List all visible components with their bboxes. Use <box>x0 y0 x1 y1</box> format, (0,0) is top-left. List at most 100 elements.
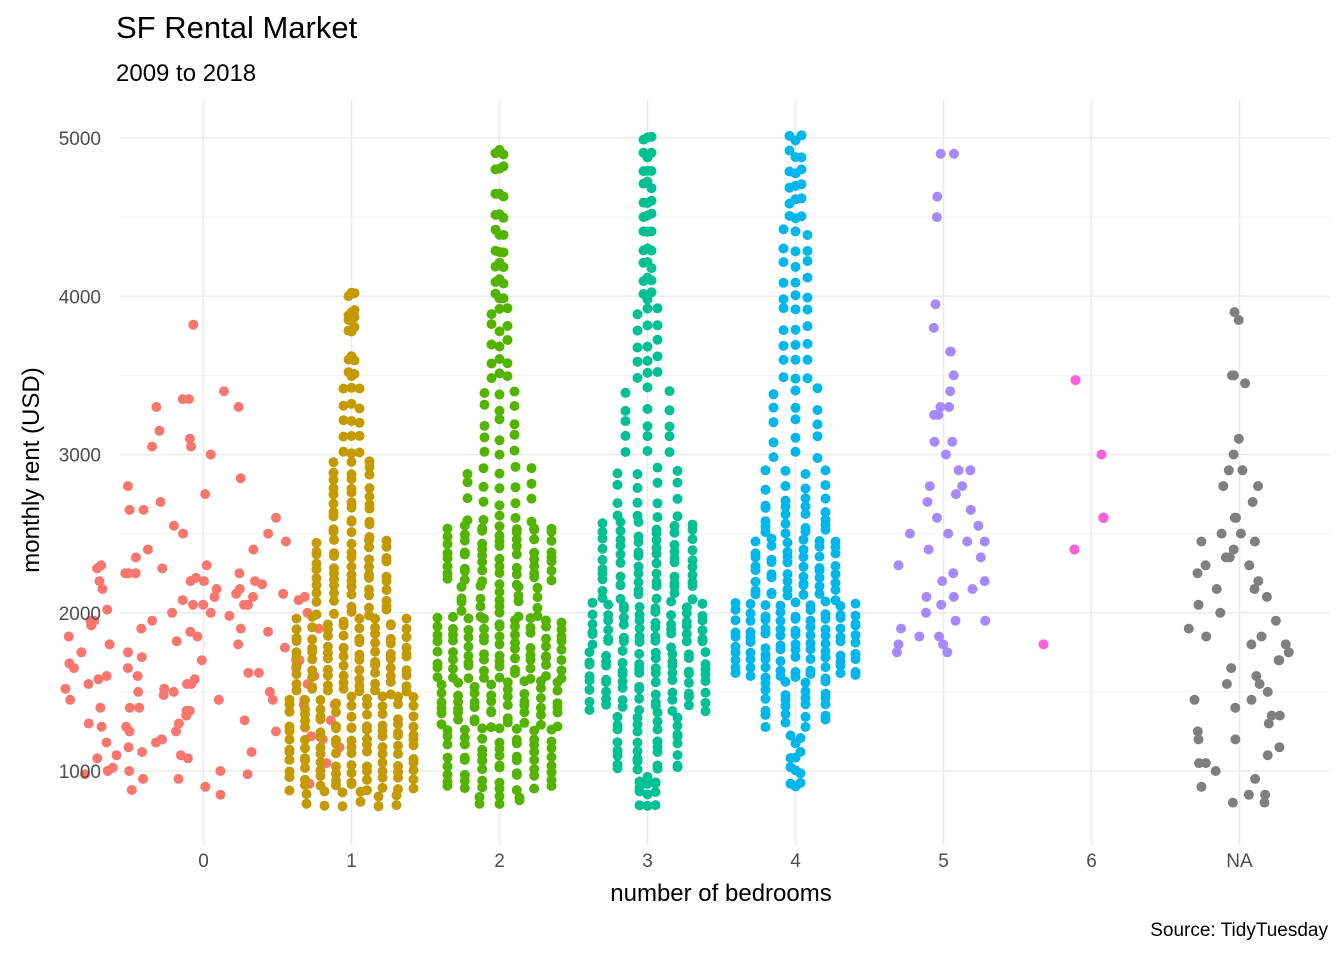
data-point <box>943 528 954 539</box>
data-point <box>479 649 489 660</box>
data-point <box>494 368 505 379</box>
data-point <box>802 230 813 240</box>
data-point <box>730 655 741 666</box>
data-point <box>519 717 530 728</box>
data-point <box>354 383 365 394</box>
data-point <box>494 723 505 734</box>
data-point <box>529 764 540 775</box>
data-point <box>510 653 520 664</box>
data-point <box>800 523 811 533</box>
data-point <box>123 568 134 579</box>
data-point <box>510 629 520 640</box>
data-point <box>1249 536 1260 547</box>
data-point <box>279 642 290 653</box>
data-point <box>650 777 661 788</box>
data-point <box>1251 671 1262 681</box>
data-point <box>615 580 626 590</box>
data-point <box>584 684 595 695</box>
data-point <box>768 417 779 428</box>
data-point <box>944 402 955 412</box>
data-point <box>652 724 663 735</box>
data-point <box>780 528 791 539</box>
data-point <box>950 489 961 500</box>
data-point <box>354 403 365 414</box>
data-point <box>502 684 513 695</box>
data-point <box>393 714 403 725</box>
data-point <box>291 647 302 658</box>
data-point <box>1201 631 1212 642</box>
data-point <box>1227 797 1238 808</box>
data-point <box>442 548 453 559</box>
y-tick-label: 1000 <box>59 762 101 783</box>
data-point <box>617 657 628 668</box>
data-point <box>300 774 310 785</box>
data-point <box>780 717 791 728</box>
data-point <box>137 747 148 757</box>
data-point <box>300 763 310 773</box>
data-point <box>479 388 490 398</box>
data-point <box>795 746 806 757</box>
data-point <box>354 417 365 428</box>
data-point <box>511 562 522 573</box>
data-point <box>652 334 663 345</box>
data-point <box>315 704 326 715</box>
data-point <box>666 610 677 621</box>
data-point <box>669 520 680 531</box>
data-point <box>525 673 536 684</box>
data-point <box>587 639 598 650</box>
data-point <box>494 326 505 337</box>
data-point <box>525 663 536 674</box>
data-point <box>385 633 396 644</box>
data-point <box>486 679 497 690</box>
data-point <box>618 612 629 623</box>
data-point <box>556 644 567 655</box>
data-point <box>370 637 381 648</box>
data-point <box>319 800 330 811</box>
data-point <box>436 679 447 690</box>
data-point <box>362 693 372 704</box>
data-point <box>697 598 708 609</box>
data-point <box>469 714 480 725</box>
data-point <box>315 742 326 753</box>
data-point <box>790 261 801 272</box>
data-point <box>96 560 107 571</box>
data-point <box>646 131 657 142</box>
data-point <box>64 658 75 669</box>
data-point <box>393 740 403 751</box>
data-point <box>234 568 245 579</box>
data-point <box>1226 663 1237 674</box>
data-point <box>211 584 222 594</box>
data-point <box>687 555 698 566</box>
data-point <box>509 386 520 397</box>
data-point <box>408 721 419 732</box>
data-point <box>132 671 143 681</box>
data-point <box>650 677 661 688</box>
data-point <box>494 414 505 425</box>
data-point <box>479 631 489 642</box>
data-point <box>475 611 486 622</box>
data-point <box>362 709 372 720</box>
data-point <box>768 437 779 448</box>
data-point <box>891 647 902 658</box>
data-point <box>796 179 807 190</box>
data-point <box>346 448 357 459</box>
y-tick-label: 2000 <box>59 604 101 625</box>
data-point <box>494 483 505 494</box>
data-point <box>938 639 949 650</box>
data-point <box>612 759 623 770</box>
data-point <box>155 497 166 507</box>
data-point <box>796 193 807 204</box>
data-point <box>634 776 645 787</box>
data-point <box>778 277 789 288</box>
data-point <box>494 449 505 460</box>
data-point <box>354 680 365 691</box>
data-point <box>328 467 339 478</box>
data-point <box>486 358 497 369</box>
data-point <box>835 632 846 642</box>
data-point <box>478 496 489 507</box>
data-point <box>532 602 543 613</box>
data-point <box>790 402 801 413</box>
data-point <box>552 698 563 709</box>
data-point <box>134 702 145 713</box>
data-point <box>338 446 349 457</box>
